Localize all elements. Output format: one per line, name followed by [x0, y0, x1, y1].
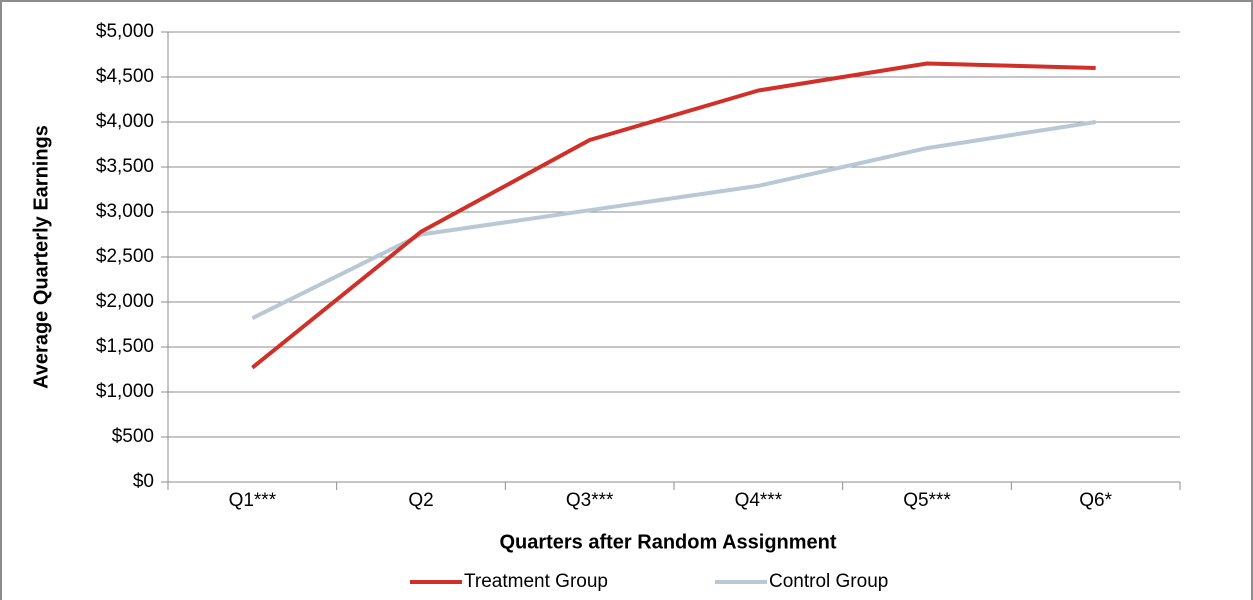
y-tick-label: $5,000	[96, 21, 154, 42]
y-tick-label: $4,000	[96, 111, 154, 132]
x-tick-label: Q1***	[229, 490, 277, 511]
y-axis-title: Average Quarterly Earnings	[30, 125, 52, 389]
x-tick-label: Q6*	[1079, 490, 1112, 511]
y-tick-label: $4,500	[96, 66, 154, 87]
series-line	[251, 120, 1096, 320]
x-tick-label: Q4***	[735, 490, 783, 511]
series-line	[251, 61, 1096, 370]
y-tick-label: $3,000	[96, 201, 154, 222]
x-tick-label: Q5***	[903, 490, 951, 511]
legend-label: Control Group	[769, 571, 888, 592]
y-tick-label: $1,500	[96, 336, 154, 357]
x-tick-label: Q3***	[566, 490, 614, 511]
legend-label: Treatment Group	[464, 571, 608, 592]
y-tick-label: $0	[133, 471, 154, 492]
y-tick-label: $500	[112, 426, 154, 447]
y-tick-label: $1,000	[96, 381, 154, 402]
y-tick-label: $3,500	[96, 156, 154, 177]
x-tick-label: Q2	[408, 490, 433, 511]
y-tick-label: $2,000	[96, 291, 154, 312]
y-tick-label: $2,500	[96, 246, 154, 267]
x-axis-title: Quarters after Random Assignment	[499, 531, 836, 553]
